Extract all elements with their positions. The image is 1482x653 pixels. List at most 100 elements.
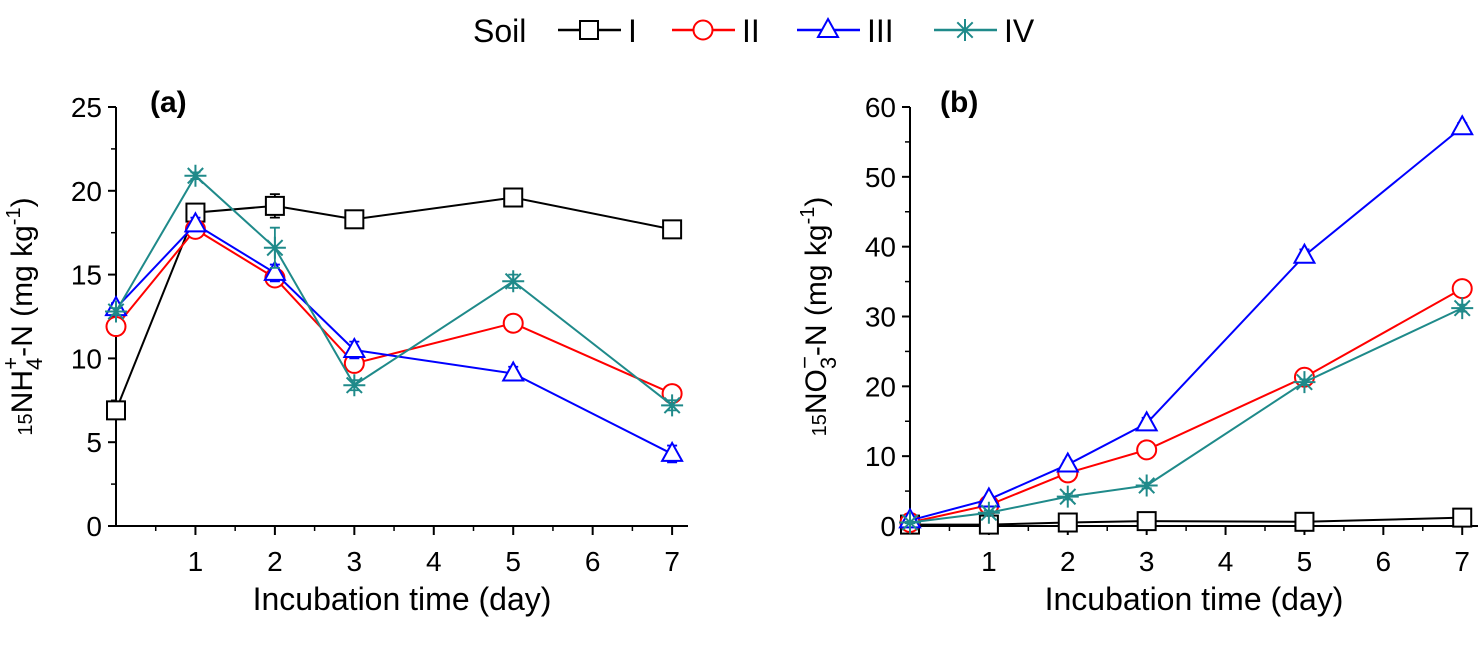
data-point [662,219,683,240]
y-tick-label: 40 [865,232,896,263]
y-tick-label: 25 [71,92,102,123]
legend-entry-III: III [797,13,894,49]
data-point [1136,439,1158,461]
series-line [909,287,1463,524]
y-axis-label: 15NH4+-N (mg kg-1) [0,197,47,435]
data-point [1452,507,1473,528]
x-tick-label: 6 [585,546,601,577]
data-point [184,164,207,187]
y-label-exp: -1 [797,207,819,225]
panel-label: (a) [150,86,187,119]
data-point [502,312,524,334]
series-line [115,174,673,407]
x-tick-label: 4 [426,546,442,577]
series-III [898,114,1474,529]
data-point [1293,371,1316,394]
series-IV [105,164,684,417]
series-I [900,507,1473,535]
series-IV [899,297,1474,534]
legend-entry-IV: IV [934,13,1035,49]
y-label-sup: − [792,356,817,369]
data-point [1136,511,1157,532]
x-tick-label: 3 [1139,546,1155,577]
data-point [105,300,127,323]
y-tick-label: 0 [86,511,102,542]
series-line [115,223,673,455]
y-label-rest: -N (mg kg [6,225,39,357]
y-label-exp: -1 [3,207,25,225]
x-tick-label: 5 [505,546,521,577]
x-tick-label: 3 [347,546,363,577]
legend-marker [579,20,599,40]
y-label-pre: 15 [15,413,37,435]
series-line [115,228,673,395]
y-tick-label: 30 [865,302,896,333]
data-point [1294,511,1315,532]
x-tick-label: 7 [664,546,680,577]
x-tick-label: 1 [981,546,997,577]
y-tick-label: 10 [71,343,102,374]
series-III [104,211,684,464]
y-label-close: ) [800,197,833,207]
data-point [1451,297,1474,320]
legend-label: IV [1004,13,1035,49]
y-label-rest: -N (mg kg [800,224,833,356]
series-line [909,126,1463,522]
data-point [1134,410,1159,432]
data-point [503,187,524,208]
data-point [264,195,285,216]
x-tick-label: 7 [1454,546,1470,577]
data-point [977,501,1000,524]
y-label-sub: 3 [816,357,841,369]
legend-label: II [742,13,760,49]
y-label-sup: + [0,357,23,370]
x-tick-label: 2 [267,546,283,577]
data-point [501,360,525,382]
data-point [1057,512,1078,533]
panel-a: 0 5 10 15 20 25 1 2 3 4 5 6 7 Incubation time (day) (a… [0,86,688,617]
x-tick-label: 5 [1297,546,1313,577]
y-label-close: ) [6,197,39,207]
data-point [1451,278,1473,300]
y-tick-label: 20 [865,371,896,402]
legend-entry-I: I [558,13,637,49]
y-tick-label: 15 [71,260,102,291]
y-tick-label: 20 [71,176,102,207]
series-line [910,516,1463,526]
legend-marker [816,16,840,38]
panel-label: (b) [940,86,978,119]
legend-label: I [628,13,637,49]
data-point [1056,451,1080,473]
legend-marker [954,19,976,41]
panel-b: 0 10 20 30 40 50 60 1 2 3 4 5 6 7 Incubation time (day… [792,86,1478,617]
data-point [1135,474,1158,497]
data-point [344,209,365,230]
x-tick-label: 6 [1376,546,1392,577]
y-label-main: NO [800,369,833,414]
data-point [661,394,684,417]
data-point [899,511,921,534]
legend-entry-II: II [672,13,760,49]
x-tick-label: 2 [1060,546,1076,577]
legend-title: Soil [473,13,526,49]
data-point [183,211,208,233]
series-line [909,307,1463,524]
x-axis-label: Incubation time (day) [253,581,552,617]
legend-label: III [867,13,894,49]
data-point [660,440,684,462]
y-tick-label: 60 [865,92,896,123]
data-point [502,270,525,293]
x-tick-label: 4 [1218,546,1234,577]
data-point [1450,114,1474,136]
x-axis-label: Incubation time (day) [1045,581,1344,617]
x-tick-label: 1 [188,546,204,577]
y-axis-label: 15NO3−-N (mg kg-1) [792,197,841,437]
data-point [106,400,126,421]
data-point [1056,485,1079,508]
series-II [105,218,683,405]
data-point [343,374,366,397]
y-tick-label: 0 [880,511,896,542]
data-point [1292,242,1317,264]
data-point [263,236,286,259]
